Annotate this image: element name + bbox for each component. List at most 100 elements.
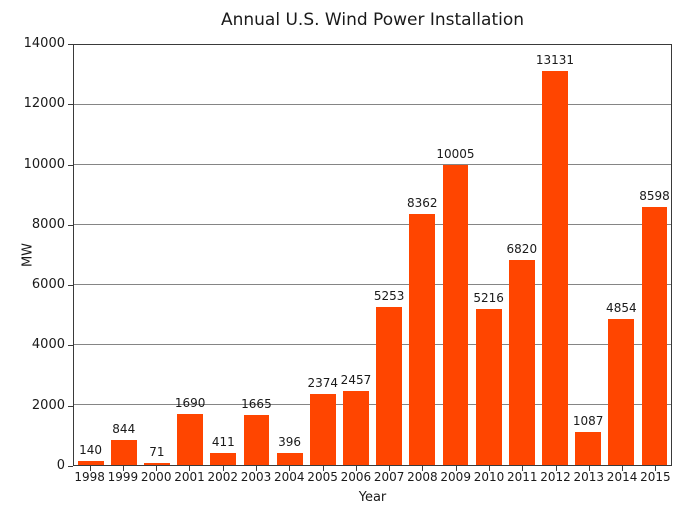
bar-value-label: 8598 <box>639 189 670 204</box>
bar-slot: 5216 <box>472 45 505 465</box>
plot-area: 140 844 71 1690 411 1665 396 2374 2457 5253 8362 10… <box>73 44 672 466</box>
bar-value-label: 5216 <box>473 290 504 305</box>
x-tick-mark <box>455 466 457 471</box>
x-tick-mark <box>488 466 490 471</box>
y-tick-label: 2000 <box>31 397 65 413</box>
x-tick-mark <box>222 466 224 471</box>
bar-2000 <box>144 462 170 465</box>
bar-slot: 1087 <box>572 45 605 465</box>
x-tick-mark <box>189 466 191 471</box>
y-tick-label: 4000 <box>31 337 65 353</box>
x-tick-mark <box>622 466 624 471</box>
bar-1999 <box>110 439 137 465</box>
bar-slot: 2374 <box>306 45 339 465</box>
bar-slot: 5253 <box>373 45 406 465</box>
y-tick-mark <box>68 164 73 166</box>
x-tick-mark <box>322 466 324 471</box>
bar-2002 <box>210 452 237 465</box>
x-tick-mark <box>256 466 258 471</box>
bar-1998 <box>77 460 104 465</box>
x-tick-label: 1999 <box>107 470 139 484</box>
x-axis-label: Year <box>358 490 387 505</box>
x-tick-label: 2000 <box>140 470 172 484</box>
y-tick-label: 12000 <box>23 96 65 112</box>
bar-2015 <box>641 207 668 465</box>
bar-2004 <box>276 453 303 465</box>
bar-value-label: 2374 <box>307 375 339 390</box>
bar-value-label: 396 <box>278 435 302 450</box>
bar-series: 140 844 71 1690 411 1665 396 2374 2457 5253 8362 10… <box>74 45 671 465</box>
bar-value-label: 6820 <box>506 242 538 257</box>
bar-value-label: 140 <box>79 442 103 457</box>
bar-value-label: 1087 <box>572 414 604 429</box>
x-tick-label: 2005 <box>307 470 338 484</box>
x-tick-mark <box>122 466 124 471</box>
y-tick-mark <box>68 104 73 106</box>
bar-value-label: 4854 <box>606 301 637 316</box>
x-tick-mark <box>655 466 657 471</box>
y-tick-label: 0 <box>56 458 65 473</box>
bar-2011 <box>508 260 535 465</box>
y-tick-mark <box>68 44 73 45</box>
x-tick-label: 2008 <box>407 470 438 484</box>
x-tick-mark <box>389 466 391 471</box>
bar-slot: 71 <box>140 45 173 465</box>
x-tick-label: 2012 <box>540 470 571 484</box>
x-tick-label: 2010 <box>473 470 505 484</box>
bar-2009 <box>442 164 469 465</box>
bar-slot: 1665 <box>240 45 273 465</box>
x-tick-mark <box>355 466 357 471</box>
bar-slot: 10005 <box>436 45 475 465</box>
x-tick-mark <box>588 466 590 471</box>
gridline <box>74 344 671 345</box>
bar-value-label: 8362 <box>407 196 438 211</box>
bar-value-label: 411 <box>211 434 235 449</box>
y-tick-mark <box>68 466 73 467</box>
gridline <box>74 104 671 105</box>
bar-2001 <box>177 414 204 465</box>
x-tick-mark <box>422 466 424 471</box>
x-tick-label: 2001 <box>174 470 205 484</box>
bar-slot: 411 <box>207 45 240 465</box>
gridline <box>74 404 671 405</box>
x-tick-mark <box>522 466 524 471</box>
y-axis-label: MW <box>20 242 36 268</box>
bar-value-label: 5253 <box>373 289 405 304</box>
bar-2006 <box>343 391 369 465</box>
bar-slot: 844 <box>107 45 140 465</box>
bar-value-label: 13131 <box>535 53 575 68</box>
x-tick-label: 2015 <box>640 470 671 484</box>
bar-slot: 140 <box>74 45 107 465</box>
bar-2003 <box>243 415 270 465</box>
bar-value-label: 10005 <box>436 146 475 161</box>
x-tick-label: 2006 <box>340 470 372 484</box>
bar-value-label: 1665 <box>241 397 272 412</box>
bar-slot: 8362 <box>406 45 439 465</box>
y-tick-mark <box>68 224 73 226</box>
x-tick-label: 2013 <box>573 470 605 484</box>
x-tick-label: 2011 <box>506 470 538 484</box>
y-tick-label: 6000 <box>31 277 65 293</box>
bar-slot: 1690 <box>174 45 207 465</box>
gridline <box>74 284 671 285</box>
x-tick-mark <box>289 466 291 471</box>
y-tick-label: 8000 <box>31 216 65 232</box>
x-tick-label: 2007 <box>373 470 405 484</box>
bar-2007 <box>376 307 403 465</box>
y-tick-mark <box>68 345 73 347</box>
bar-2008 <box>409 214 436 465</box>
gridline <box>74 224 671 225</box>
bar-2010 <box>475 308 502 465</box>
bar-slot: 6820 <box>505 45 538 465</box>
x-tick-label: 2004 <box>274 470 305 484</box>
bar-slot: 4854 <box>605 45 638 465</box>
y-tick-mark <box>68 285 73 287</box>
bar-value-label: 1690 <box>174 396 206 411</box>
bar-2013 <box>575 432 602 465</box>
x-tick-mark <box>555 466 557 471</box>
bar-value-label: 844 <box>112 421 136 436</box>
x-tick-label: 2002 <box>207 470 239 484</box>
x-tick-label: 2003 <box>240 470 272 484</box>
x-tick-label: 1998 <box>74 470 105 484</box>
